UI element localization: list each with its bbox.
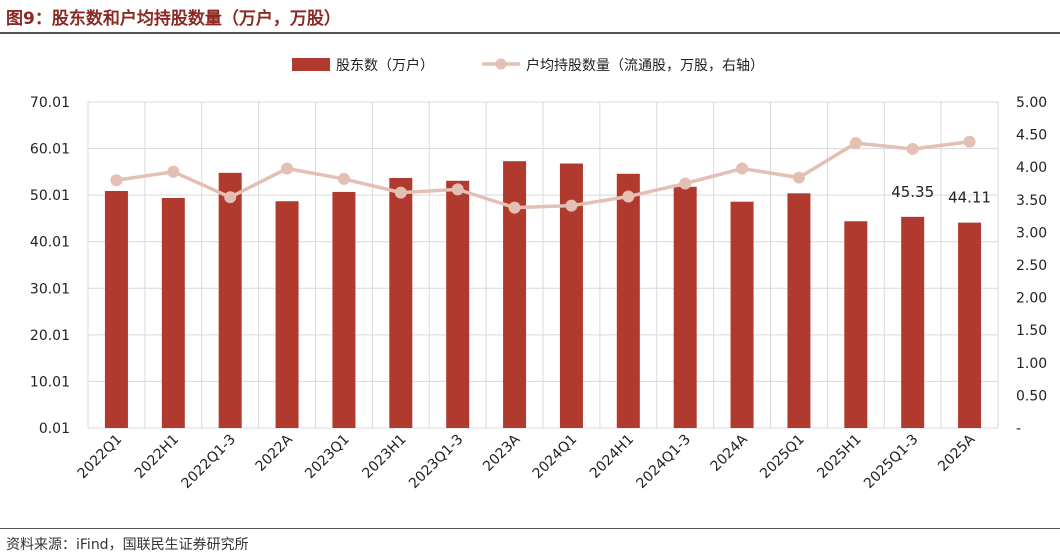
line-point (167, 165, 180, 178)
y-left-tick-label: 20.01 (30, 328, 70, 344)
legend-line-marker (495, 58, 507, 70)
line-point (508, 201, 521, 214)
y-right-tick-label: 4.00 (1016, 160, 1047, 176)
line-point (394, 186, 407, 199)
y-right-tick-label: 1.00 (1016, 356, 1047, 372)
y-left-tick-label: 10.01 (30, 374, 70, 390)
x-tick-label: 2022A (253, 431, 297, 475)
bar (958, 222, 982, 428)
title-rule (0, 32, 1060, 34)
bar (844, 221, 868, 428)
data-label: 45.35 (891, 183, 934, 201)
line-point (679, 177, 692, 190)
chart: 45.35 44.11 70.01 60.01 50.01 40.01 30.01 20.0… (30, 57, 1047, 492)
line-point (565, 199, 578, 212)
line-point (622, 190, 635, 203)
line-point (337, 172, 350, 185)
bar (275, 201, 299, 428)
y-right-tick-label: 2.50 (1016, 258, 1047, 274)
bar (901, 216, 925, 428)
bar (218, 172, 242, 428)
x-tick-label: 2023H1 (359, 432, 409, 482)
y-right-tick-label: 4.50 (1016, 128, 1047, 144)
y-right-tick-label: 3.50 (1016, 193, 1047, 209)
y-right-tick-label: 5.00 (1016, 95, 1047, 111)
bar-series (104, 161, 982, 428)
figure-title: 图9：股东数和户均持股数量（万户，万股） (6, 9, 341, 29)
line-path (116, 140, 970, 210)
legend-bar-swatch (292, 58, 330, 71)
x-tick-label: 2025Q1 (757, 432, 808, 483)
line-point (792, 171, 805, 184)
y-right-tick-label: 0.50 (1016, 388, 1047, 404)
x-tick-label: 2023A (480, 431, 524, 475)
line-point (281, 162, 294, 175)
y-right-tick-label: 3.00 (1016, 225, 1047, 241)
x-tick-label: 2025A (935, 431, 979, 475)
bar (332, 191, 356, 428)
line-series: 45.35 44.11 (110, 135, 991, 214)
bar (730, 201, 754, 428)
y-left-tick-label: 40.01 (30, 235, 70, 251)
bar (161, 197, 185, 428)
x-tick-label: 2024Q1-3 (634, 432, 694, 492)
bar (503, 161, 527, 428)
y-left-tick-label: 50.01 (30, 188, 70, 204)
source-note: 资料来源：iFind，国联民生证券研究所 (6, 537, 249, 553)
x-tick-label: 2025Q1-3 (861, 432, 921, 492)
x-tick-label: 2022Q1 (75, 432, 126, 483)
x-tick-label: 2023Q1-3 (406, 432, 466, 492)
y-left-tick-label: 60.01 (30, 142, 70, 158)
line-point (906, 142, 919, 155)
y-right-tick-label: - (1016, 421, 1021, 437)
legend-line-label: 户均持股数量（流通股，万股，右轴） (526, 57, 764, 74)
bar (104, 190, 128, 428)
y-left-tick-label: 0.01 (39, 421, 70, 437)
line-point (451, 183, 464, 196)
bar (559, 163, 583, 428)
x-tick-label: 2025H1 (814, 432, 864, 482)
y-left-tick-label: 30.01 (30, 281, 70, 297)
line-point (963, 135, 976, 148)
bar (389, 177, 413, 428)
bar (787, 193, 811, 428)
source-rule (0, 528, 1060, 529)
bar (446, 180, 470, 428)
x-tick-label: 2024Q1 (530, 432, 581, 483)
line-point (224, 191, 237, 204)
line-point (849, 137, 862, 150)
bar (616, 173, 640, 428)
x-tick-label: 2022Q1-3 (179, 432, 239, 492)
y-right-tick-label: 2.00 (1016, 291, 1047, 307)
legend: 股东数（万户） 户均持股数量（流通股，万股，右轴） (292, 57, 764, 74)
x-tick-label: 2024H1 (587, 432, 637, 482)
x-tick-label: 2024A (708, 431, 752, 475)
x-tick-label: 2023Q1 (302, 432, 353, 483)
y-right-tick-label: 1.50 (1016, 323, 1047, 339)
legend-bar-label: 股东数（万户） (336, 57, 434, 74)
y-left-tick-label: 70.01 (30, 95, 70, 111)
data-label: 44.11 (948, 189, 991, 207)
line-point (736, 162, 749, 175)
bar (673, 186, 697, 428)
line-point (110, 174, 123, 187)
x-tick-label: 2022H1 (132, 432, 182, 482)
